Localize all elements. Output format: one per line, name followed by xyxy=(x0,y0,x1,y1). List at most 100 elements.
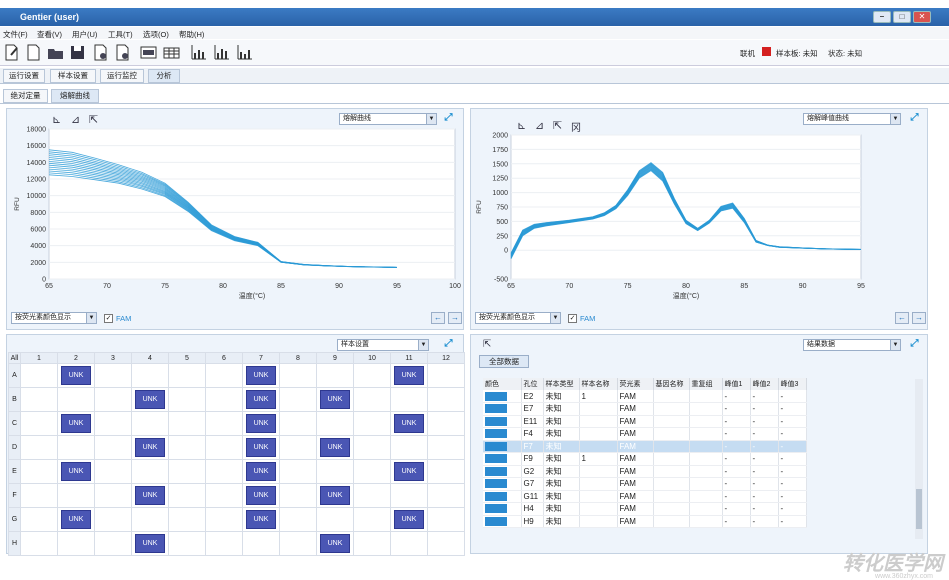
plate-well[interactable] xyxy=(279,411,317,436)
select-all-cell[interactable]: All xyxy=(8,352,21,364)
plate-row-header[interactable]: F xyxy=(8,483,21,508)
save-icon[interactable] xyxy=(69,43,86,62)
chart-analyze-icon[interactable] xyxy=(213,43,230,62)
plate-col-header[interactable]: 3 xyxy=(94,352,132,364)
plate-well[interactable]: UNK xyxy=(242,483,280,508)
plate-well[interactable]: UNK xyxy=(131,435,169,460)
results-row[interactable]: F9 未知 1 FAM - - - xyxy=(483,452,807,466)
expand-icon[interactable]: ⤢ xyxy=(444,338,453,349)
plate-well[interactable] xyxy=(205,435,243,460)
plate-well[interactable] xyxy=(131,411,169,436)
close-button[interactable]: ✕ xyxy=(913,11,931,23)
expand-icon[interactable]: ⤢ xyxy=(444,112,453,123)
plate-well[interactable] xyxy=(205,411,243,436)
results-row[interactable]: G2 未知 FAM - - - xyxy=(483,465,807,478)
plate-well[interactable]: UNK xyxy=(390,507,428,532)
plate-well[interactable]: UNK xyxy=(57,363,95,388)
plate-well[interactable] xyxy=(57,483,95,508)
plate-well[interactable] xyxy=(427,483,465,508)
plate-well[interactable]: UNK xyxy=(316,531,354,556)
results-column-header[interactable]: 基因名称 xyxy=(653,378,690,390)
menu-help[interactable]: 帮助(H) xyxy=(179,30,205,39)
menu-file[interactable]: 文件(F) xyxy=(3,30,28,39)
plate-well[interactable] xyxy=(279,387,317,412)
plate-well[interactable] xyxy=(168,411,206,436)
next-button[interactable]: → xyxy=(448,312,462,324)
plate-well[interactable] xyxy=(390,531,428,556)
plate-well[interactable] xyxy=(20,411,58,436)
plate-col-header[interactable]: 1 xyxy=(20,352,58,364)
plate-row-header[interactable]: D xyxy=(8,435,21,460)
plate-well[interactable] xyxy=(57,531,95,556)
plate-col-header[interactable]: 2 xyxy=(57,352,95,364)
chart-settings-icon[interactable] xyxy=(236,43,253,62)
plate-well[interactable] xyxy=(279,531,317,556)
menu-tools[interactable]: 工具(T) xyxy=(108,30,133,39)
results-column-header[interactable]: 重复组 xyxy=(689,378,723,390)
plate-row-header[interactable]: E xyxy=(8,459,21,484)
plate-well[interactable] xyxy=(20,387,58,412)
blank-file-icon[interactable] xyxy=(25,43,42,62)
plate-well[interactable] xyxy=(94,435,132,460)
plate-well[interactable] xyxy=(353,483,391,508)
plate-well[interactable]: UNK xyxy=(390,411,428,436)
maximize-button[interactable]: □ xyxy=(893,11,911,23)
open-folder-icon[interactable] xyxy=(47,43,64,62)
curve-type-select[interactable]: 熔解曲线 ▼ xyxy=(339,113,437,125)
plate-well[interactable]: UNK xyxy=(316,435,354,460)
plate-well[interactable] xyxy=(390,435,428,460)
export-chart-icon[interactable]: ⇱ xyxy=(553,120,563,132)
plate-well[interactable] xyxy=(279,459,317,484)
plate-well[interactable] xyxy=(94,387,132,412)
plate-col-header[interactable]: 10 xyxy=(353,352,391,364)
prev-button[interactable]: ← xyxy=(431,312,445,324)
plate-well[interactable] xyxy=(353,459,391,484)
plate-well[interactable] xyxy=(131,459,169,484)
menu-options[interactable]: 选项(O) xyxy=(143,30,169,39)
results-row[interactable]: H9 未知 FAM - - - xyxy=(483,515,807,528)
plate-well[interactable] xyxy=(390,483,428,508)
plate-well[interactable] xyxy=(20,363,58,388)
results-column-header[interactable]: 峰值2 xyxy=(750,378,779,390)
plate-well[interactable]: UNK xyxy=(316,483,354,508)
plate-well[interactable] xyxy=(168,387,206,412)
peak-tool-icon[interactable]: 冈 xyxy=(571,123,581,134)
plate-well[interactable] xyxy=(168,507,206,532)
plate-well[interactable]: UNK xyxy=(242,387,280,412)
plate-well[interactable] xyxy=(390,387,428,412)
report-icon[interactable] xyxy=(114,43,131,62)
plate-well[interactable] xyxy=(279,483,317,508)
plate-col-header[interactable]: 5 xyxy=(168,352,206,364)
plate-well[interactable] xyxy=(205,531,243,556)
results-column-header[interactable]: 样本类型 xyxy=(543,378,580,390)
results-row[interactable]: F4 未知 FAM - - - xyxy=(483,427,807,441)
plate-well[interactable]: UNK xyxy=(57,507,95,532)
table-icon[interactable] xyxy=(163,43,180,62)
plate-col-header[interactable]: 11 xyxy=(390,352,428,364)
results-column-header[interactable]: 荧光素 xyxy=(617,378,654,390)
results-column-header[interactable]: 颜色 xyxy=(483,378,522,390)
all-data-button[interactable]: 全部数据 xyxy=(479,355,529,368)
plate-well[interactable] xyxy=(205,459,243,484)
chart-add-icon[interactable] xyxy=(190,43,207,62)
plate-well[interactable] xyxy=(168,435,206,460)
fam-checkbox[interactable]: ✓ xyxy=(568,314,577,323)
plate-well[interactable] xyxy=(242,531,280,556)
plate-well[interactable] xyxy=(205,483,243,508)
plate-well[interactable]: UNK xyxy=(242,363,280,388)
plate-well[interactable] xyxy=(316,459,354,484)
results-column-header[interactable]: 峰值3 xyxy=(778,378,807,390)
plate-well[interactable] xyxy=(94,483,132,508)
plate-well[interactable] xyxy=(427,411,465,436)
plate-well[interactable] xyxy=(427,531,465,556)
plate-well[interactable] xyxy=(316,363,354,388)
plate-well[interactable] xyxy=(279,507,317,532)
plate-well[interactable] xyxy=(353,387,391,412)
prev-button[interactable]: ← xyxy=(895,312,909,324)
plate-well[interactable] xyxy=(20,459,58,484)
plate-col-header[interactable]: 9 xyxy=(316,352,354,364)
plate-well[interactable] xyxy=(316,507,354,532)
plate-well[interactable]: UNK xyxy=(242,507,280,532)
plate-well[interactable] xyxy=(94,459,132,484)
plate-col-header[interactable]: 8 xyxy=(279,352,317,364)
